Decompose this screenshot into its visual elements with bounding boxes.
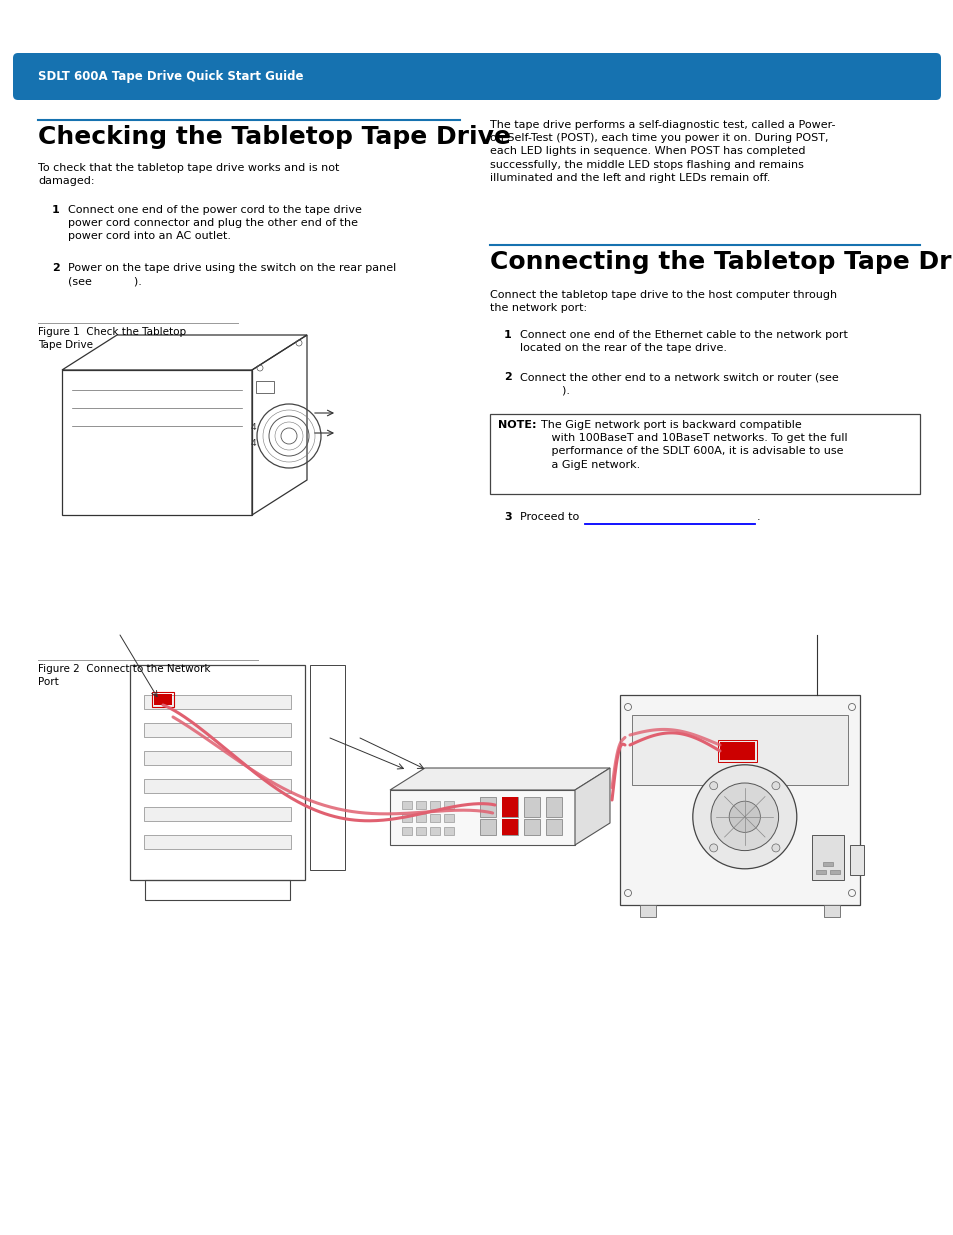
Bar bbox=[401, 802, 412, 809]
Bar bbox=[501, 797, 517, 818]
Bar bbox=[255, 382, 274, 393]
Circle shape bbox=[710, 783, 778, 851]
Text: Connecting the Tabletop Tape Drive: Connecting the Tabletop Tape Drive bbox=[490, 249, 953, 274]
Text: Proceed to: Proceed to bbox=[519, 513, 578, 522]
Bar bbox=[815, 869, 825, 874]
Bar bbox=[501, 819, 517, 835]
Text: 1: 1 bbox=[52, 205, 60, 215]
Circle shape bbox=[728, 802, 760, 832]
Bar bbox=[619, 695, 859, 905]
Text: NOTE:: NOTE: bbox=[497, 420, 536, 430]
Bar bbox=[401, 814, 412, 823]
Bar bbox=[811, 835, 843, 881]
FancyBboxPatch shape bbox=[13, 53, 940, 100]
Bar bbox=[720, 742, 754, 760]
Text: 4: 4 bbox=[251, 440, 256, 448]
Bar bbox=[401, 827, 412, 835]
Text: Power on the tape drive using the switch on the rear panel
(see            ).: Power on the tape drive using the switch… bbox=[68, 263, 395, 287]
Text: Figure 2  Connect to the Network
Port: Figure 2 Connect to the Network Port bbox=[38, 664, 211, 687]
Text: Connect one end of the Ethernet cable to the network port
located on the rear of: Connect one end of the Ethernet cable to… bbox=[519, 330, 847, 353]
Bar bbox=[443, 827, 454, 835]
Text: Connect the other end to a network switch or router (see
            ).: Connect the other end to a network switc… bbox=[519, 372, 838, 395]
Bar bbox=[416, 814, 426, 823]
Bar bbox=[490, 414, 919, 494]
Bar bbox=[144, 722, 291, 737]
Bar bbox=[145, 881, 290, 900]
Text: 3: 3 bbox=[503, 513, 511, 522]
Bar bbox=[430, 802, 439, 809]
Text: Checking the Tabletop Tape Drive: Checking the Tabletop Tape Drive bbox=[38, 125, 511, 149]
Bar bbox=[310, 664, 345, 869]
Text: To check that the tabletop tape drive works and is not
damaged:: To check that the tabletop tape drive wo… bbox=[38, 163, 339, 186]
Bar bbox=[822, 862, 832, 866]
Bar bbox=[443, 814, 454, 823]
Text: The tape drive performs a self-diagnostic test, called a Power-
on Self-Test (PO: The tape drive performs a self-diagnosti… bbox=[490, 120, 835, 183]
Bar bbox=[130, 664, 305, 881]
Text: Connect one end of the power cord to the tape drive
power cord connector and plu: Connect one end of the power cord to the… bbox=[68, 205, 361, 241]
Bar bbox=[545, 797, 561, 818]
Circle shape bbox=[771, 844, 780, 852]
Text: Connect the tabletop tape drive to the host computer through
the network port:: Connect the tabletop tape drive to the h… bbox=[490, 290, 836, 314]
Bar bbox=[501, 797, 517, 818]
Bar bbox=[152, 692, 173, 706]
Text: Figure 1  Check the Tabletop
Tape Drive: Figure 1 Check the Tabletop Tape Drive bbox=[38, 327, 186, 351]
Bar bbox=[631, 715, 847, 785]
Bar bbox=[144, 751, 291, 764]
Bar bbox=[545, 819, 561, 835]
Bar bbox=[443, 802, 454, 809]
Bar bbox=[416, 827, 426, 835]
Text: 4: 4 bbox=[251, 424, 256, 432]
Polygon shape bbox=[575, 768, 609, 845]
Bar bbox=[829, 869, 840, 874]
Text: The GigE network port is backward compatible
     with 100BaseT and 10BaseT netw: The GigE network port is backward compat… bbox=[534, 420, 846, 469]
Bar bbox=[144, 695, 291, 709]
Bar bbox=[849, 845, 863, 876]
Bar bbox=[823, 905, 840, 918]
Text: SDLT 600A Tape Drive Quick Start Guide: SDLT 600A Tape Drive Quick Start Guide bbox=[38, 70, 303, 83]
Bar bbox=[501, 819, 517, 835]
Bar bbox=[144, 806, 291, 821]
Text: .: . bbox=[757, 513, 760, 522]
Circle shape bbox=[709, 782, 717, 789]
Bar bbox=[416, 802, 426, 809]
Bar bbox=[479, 819, 496, 835]
Circle shape bbox=[692, 764, 796, 868]
Bar bbox=[523, 819, 539, 835]
Bar bbox=[430, 814, 439, 823]
Text: 1: 1 bbox=[503, 330, 511, 340]
Bar bbox=[718, 740, 757, 762]
Bar bbox=[153, 694, 172, 705]
Bar bbox=[523, 797, 539, 818]
Polygon shape bbox=[390, 768, 609, 790]
Bar bbox=[144, 835, 291, 848]
Bar bbox=[144, 779, 291, 793]
Circle shape bbox=[771, 782, 780, 789]
Bar bbox=[639, 905, 656, 918]
Bar bbox=[479, 797, 496, 818]
Text: 2: 2 bbox=[52, 263, 60, 273]
Bar bbox=[430, 827, 439, 835]
Text: 2: 2 bbox=[503, 372, 511, 382]
Bar bbox=[390, 790, 575, 845]
Circle shape bbox=[709, 844, 717, 852]
